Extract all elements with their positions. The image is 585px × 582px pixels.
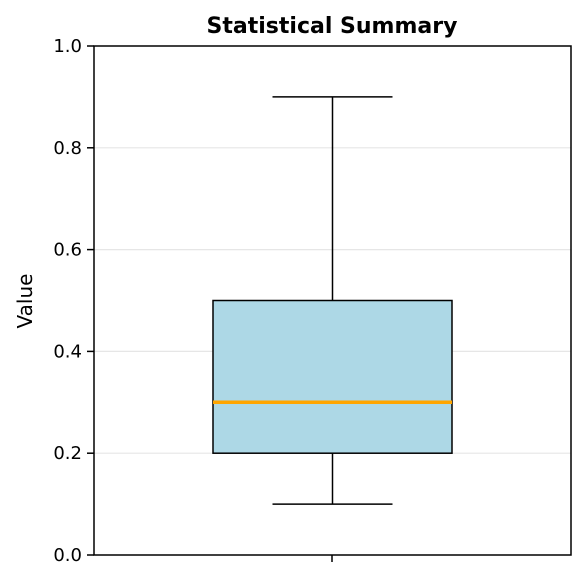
y-axis-label: Value: [13, 274, 37, 329]
box-group: [212, 96, 453, 505]
y-axis: 0.0 0.2 0.4 0.6 0.8 1.0: [53, 36, 94, 566]
y-tick-label: 0.0: [53, 545, 82, 566]
y-tick-label: 0.2: [53, 443, 82, 464]
interquartile-box: [212, 299, 453, 454]
y-tick-label: 0.8: [53, 138, 82, 159]
y-tick-label: 1.0: [53, 36, 82, 57]
y-tick-label: 0.4: [53, 341, 82, 362]
chart-title: Statistical Summary: [207, 14, 458, 39]
y-tick-label: 0.6: [53, 240, 82, 261]
